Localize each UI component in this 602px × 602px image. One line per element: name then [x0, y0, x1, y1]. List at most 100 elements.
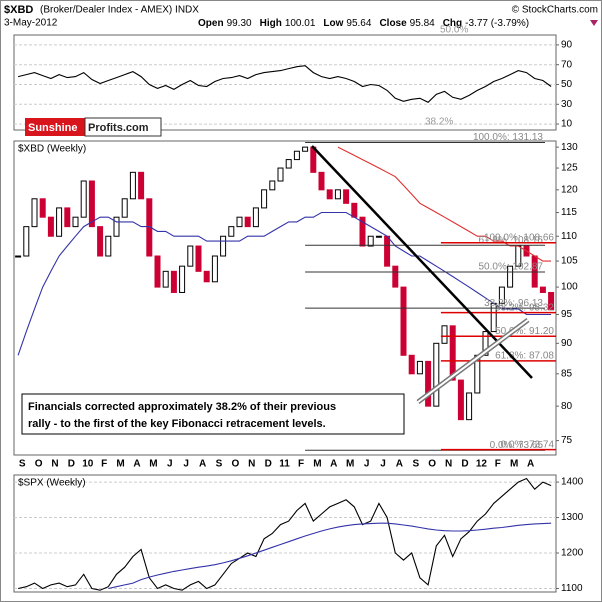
x-tick-label: A — [330, 459, 337, 470]
x-tick-label: M — [149, 459, 157, 470]
x-tick-label: A — [133, 459, 140, 470]
y-tick-label: 90 — [561, 40, 573, 51]
candle — [80, 180, 87, 218]
candle — [252, 207, 259, 228]
candle — [244, 216, 251, 228]
quote-value: 100.01 — [285, 18, 316, 29]
candle — [375, 235, 382, 238]
quote-label: Close — [379, 18, 407, 29]
panel-title: $XBD (Weekly) — [18, 144, 86, 155]
candle — [47, 216, 54, 237]
y-tick-label: 130 — [561, 142, 578, 153]
candle — [269, 180, 276, 191]
date: 3-May-2012 — [4, 18, 58, 29]
x-tick-label: D — [265, 459, 272, 470]
annotation: 38.2% — [425, 117, 453, 128]
candle — [482, 331, 489, 356]
candle — [507, 265, 514, 288]
candle — [457, 379, 464, 421]
candle — [56, 207, 63, 237]
x-tick-label: A — [396, 459, 403, 470]
candle — [539, 286, 546, 293]
y-tick-label: 90 — [561, 338, 573, 349]
candle — [334, 189, 341, 200]
x-tick-label: S — [216, 459, 223, 470]
candle — [400, 286, 407, 356]
annotation-box — [21, 393, 405, 435]
fib-label: 61.8%: 87.08 — [495, 351, 554, 362]
x-tick-label: J — [364, 459, 370, 470]
x-tick-label: J — [167, 459, 173, 470]
logo-red — [25, 118, 85, 136]
candle — [211, 255, 218, 283]
fib-label: 50.0%: 102.87 — [479, 262, 544, 273]
symbol: $XBD — [4, 4, 33, 16]
candle — [236, 216, 243, 228]
panels: 10 30 50 70 90 50.0% 38.2% 75 80 85 90 95 100 105 110 1… — [13, 25, 584, 594]
candle — [449, 325, 456, 381]
candle — [326, 189, 333, 200]
y-tick-label: 120 — [561, 184, 578, 195]
candle — [154, 255, 161, 288]
x-tick-label: O — [232, 459, 240, 470]
candle — [302, 146, 309, 152]
candle — [162, 270, 169, 288]
series-line — [17, 477, 552, 591]
candle — [392, 265, 399, 288]
series-line — [337, 146, 552, 262]
candle — [285, 159, 292, 169]
x-tick-label: F — [495, 459, 501, 470]
candle — [31, 198, 38, 228]
candle — [23, 226, 30, 257]
y-tick-label: 75 — [561, 435, 573, 446]
logo-text: Profits.com — [88, 122, 149, 134]
quote-label: Chg — [443, 18, 462, 29]
x-tick-label: N — [445, 459, 452, 470]
panel — [13, 34, 557, 131]
candle — [15, 255, 22, 258]
y-tick-label: 1400 — [561, 477, 584, 488]
x-tick-label: 12 — [476, 459, 488, 470]
candle — [39, 198, 46, 218]
candle — [441, 325, 448, 344]
candle — [367, 235, 374, 247]
candle — [72, 216, 79, 228]
y-tick-label: 85 — [561, 368, 573, 379]
y-tick-label: 1300 — [561, 512, 584, 523]
annotation: 50.0% — [440, 25, 468, 36]
quote-value: 99.30 — [227, 18, 252, 29]
candle — [261, 189, 268, 209]
logo-white — [84, 117, 162, 137]
x-tick-label: J — [380, 459, 386, 470]
fib-label: 0.0%: 73.65 — [490, 440, 544, 451]
x-tick-label: M — [116, 459, 124, 470]
candle — [408, 354, 415, 375]
x-tick-label: N — [51, 459, 58, 470]
x-tick-label: A — [199, 459, 206, 470]
candle — [129, 171, 136, 200]
candle — [146, 198, 153, 257]
x-tick-label: N — [248, 459, 255, 470]
fib-label: 100.0%: 131.13 — [473, 132, 543, 143]
credit: © StockCharts.com — [512, 5, 598, 16]
candle — [64, 207, 71, 228]
panel-title: $SPX (Weekly) — [18, 478, 86, 489]
x-tick-label: F — [298, 459, 304, 470]
x-tick-label: J — [183, 459, 189, 470]
y-tick-label: 105 — [561, 256, 578, 267]
fib-label: 100.0%: 108.66 — [484, 232, 554, 243]
logo-text: Sunshine — [28, 122, 78, 134]
x-tick-label: M — [346, 459, 354, 470]
y-tick-label: 1200 — [561, 548, 584, 559]
x-tick-label: S — [412, 459, 419, 470]
y-tick-label: 10 — [561, 119, 573, 130]
x-tick-label: D — [68, 459, 75, 470]
x-tick-label: D — [461, 459, 468, 470]
y-tick-label: 100 — [561, 282, 578, 293]
candle — [416, 360, 423, 375]
x-tick-label: S — [19, 459, 26, 470]
candle — [498, 286, 505, 304]
candle — [384, 235, 391, 267]
candle — [548, 291, 555, 311]
